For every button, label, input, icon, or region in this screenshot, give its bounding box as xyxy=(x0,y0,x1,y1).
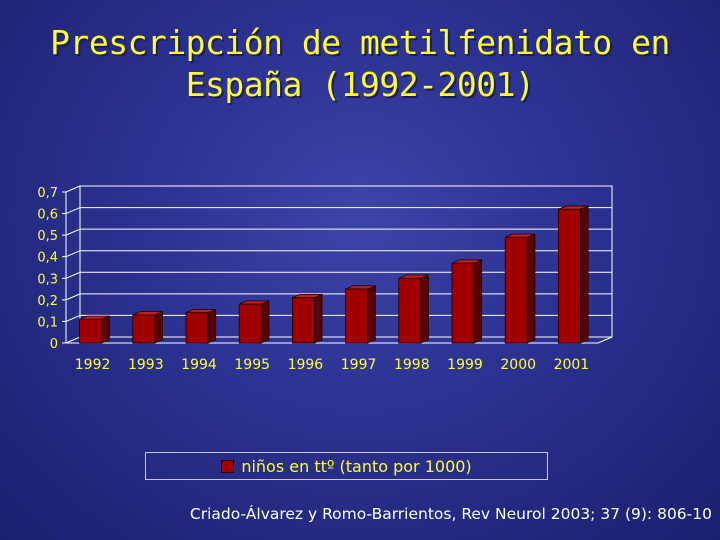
bar-side xyxy=(420,274,429,344)
y-tick-label: 0,4 xyxy=(37,251,58,266)
y-gridline xyxy=(65,207,612,215)
chart-legend: niños en ttº (tanto por 1000) xyxy=(145,452,548,480)
chart-bars xyxy=(79,205,589,344)
bar-front xyxy=(238,303,262,344)
bar-front xyxy=(558,208,581,344)
y-tick-label: 0,6 xyxy=(37,208,58,223)
bar-front xyxy=(291,297,315,344)
y-tick-label: 0 xyxy=(50,337,58,352)
y-tick-label: 0,1 xyxy=(37,315,58,330)
bar-side xyxy=(260,300,270,344)
x-tick-label: 1993 xyxy=(128,357,164,373)
bar xyxy=(504,233,536,344)
y-tick-label: 0,2 xyxy=(37,294,58,309)
bar xyxy=(79,315,110,344)
bar-front xyxy=(79,318,102,344)
slide-title: Prescripción de metilfenidato en España … xyxy=(0,22,720,106)
y-tick-label: 0,5 xyxy=(37,229,58,244)
bar-side xyxy=(101,315,110,344)
bar xyxy=(558,205,589,344)
bar xyxy=(132,311,163,344)
y-gridline xyxy=(65,228,612,236)
y-tick-label: 0,3 xyxy=(37,272,58,287)
y-gridline xyxy=(65,293,612,301)
bar-side xyxy=(580,205,589,344)
x-tick-label: 1998 xyxy=(394,357,430,373)
x-tick-label: 2001 xyxy=(554,357,590,373)
x-tick-label: 1992 xyxy=(75,357,111,373)
bar xyxy=(238,300,270,344)
bar-front xyxy=(345,288,369,344)
bar-side xyxy=(367,285,376,344)
x-axis-ticks: 1992 1993 1994 1995 1996 1997 1998 1999 2000 2001 xyxy=(75,357,589,373)
bar-front xyxy=(132,314,156,344)
bar xyxy=(398,274,429,344)
y-gridline xyxy=(65,250,612,258)
title-line-1: Prescripción de metilfenidato en xyxy=(50,23,670,62)
bar-front xyxy=(398,277,422,344)
title-line-2: España (1992-2001) xyxy=(185,65,535,104)
bar xyxy=(451,259,483,344)
x-tick-label: 1996 xyxy=(288,357,324,373)
bar-side xyxy=(207,308,217,344)
y-axis-ticks: 0 0,1 0,2 0,3 0,4 0,5 0,6 0,7 xyxy=(37,186,66,352)
x-tick-label: 1995 xyxy=(234,357,270,373)
x-tick-label: 1994 xyxy=(181,357,217,373)
bar xyxy=(345,285,376,344)
bar-side xyxy=(473,259,483,344)
bar-side xyxy=(526,233,536,344)
x-tick-label: 1999 xyxy=(447,357,483,373)
y-gridline xyxy=(65,314,612,322)
bar-front xyxy=(185,312,209,344)
bar xyxy=(291,293,323,344)
legend-label: niños en ttº (tanto por 1000) xyxy=(241,456,472,476)
x-tick-label: 2000 xyxy=(500,357,536,373)
citation: Criado-Álvarez y Romo-Barrientos, Rev Ne… xyxy=(189,505,712,523)
bar-front xyxy=(504,236,528,344)
legend-swatch xyxy=(221,459,235,473)
x-tick-label: 1997 xyxy=(341,357,377,373)
bar xyxy=(185,308,217,344)
y-gridline xyxy=(65,271,612,279)
y-gridline xyxy=(65,185,612,193)
y-tick-label: 0,7 xyxy=(37,186,58,201)
bar-side xyxy=(154,311,163,344)
bar-side xyxy=(313,293,323,344)
bar-front xyxy=(451,262,475,344)
